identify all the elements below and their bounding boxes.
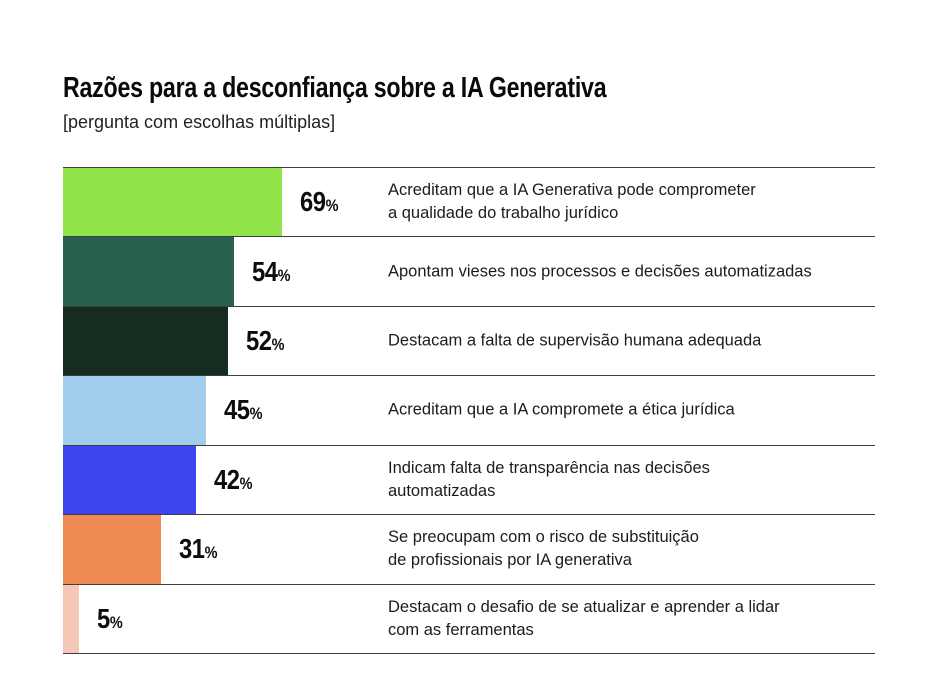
bar-value-text: 54% [252, 256, 290, 288]
bar-value-suffix: % [325, 196, 339, 216]
bar-row: 31% Se preocupam com o risco de substitu… [63, 514, 875, 584]
bar-value-label: 45% [224, 394, 269, 426]
bar-fill [63, 168, 282, 237]
bar-value-suffix: % [271, 335, 285, 355]
bar-value-text: 31% [179, 533, 217, 565]
bar-value-text: 5% [97, 603, 123, 635]
bar-description: Acreditam que a IA Generativa pode compr… [388, 181, 756, 223]
bar-description: Destacam o desafio de se atualizar e apr… [388, 597, 780, 639]
bar-value-digits: 69 [299, 186, 326, 218]
chart-subtitle: [pergunta com escolhas múltiplas] [63, 112, 336, 132]
bar-row: 45% Acreditam que a IA compromete a étic… [63, 375, 875, 445]
bar-description: Apontam vieses nos processos e decisões … [388, 262, 812, 281]
bar-fill [63, 376, 206, 445]
bar-value-label: 42% [214, 464, 259, 496]
bar-fill [63, 584, 79, 653]
bar-value-digits: 45 [223, 394, 250, 426]
bar-description: Acreditam que a IA compromete a ética ju… [388, 400, 735, 419]
bar-value-suffix: % [277, 265, 291, 285]
bar-value-suffix: % [109, 612, 123, 632]
bar-fill [63, 515, 162, 584]
bar-value-digits: 5 [96, 602, 110, 634]
bar-value-text: 45% [224, 394, 262, 426]
bar-description: Indicam falta de transparência nas decis… [388, 458, 710, 500]
bar-value-text: 52% [246, 325, 284, 357]
bar-row: 42% Indicam falta de transparência nas d… [63, 444, 875, 515]
bar-value-digits: 52 [245, 325, 272, 357]
bar-description: Se preocupam com o risco de substituição… [388, 528, 699, 570]
bar-value-label: 52% [246, 325, 291, 357]
bar-value-digits: 31 [179, 533, 205, 565]
bar-row: 69% Acreditam que a IA Generativa pode c… [63, 167, 875, 237]
bar-value-digits: 42 [214, 463, 240, 495]
bar-value-text: 69% [300, 186, 338, 218]
bar-row: 54% Apontam vieses nos processos e decis… [63, 236, 875, 306]
bar-value-suffix: % [249, 404, 263, 424]
bar-fill [63, 445, 197, 515]
bar-value-text: 42% [214, 464, 252, 496]
bar-row: 52% Destacam a falta de supervisão human… [63, 305, 875, 376]
bar-description: Destacam a falta de supervisão humana ad… [388, 331, 762, 350]
bar-fill [63, 237, 235, 306]
bar-fill [63, 306, 228, 376]
bar-chart: 69% Acreditam que a IA Generativa pode c… [63, 167, 875, 654]
bar-value-label: 54% [252, 256, 297, 288]
bar-row: 5% Destacam o desafio de se atualizar e … [63, 583, 875, 653]
bar-value-label: 5% [97, 603, 127, 635]
bar-value-digits: 54 [252, 255, 278, 287]
bar-value-label: 31% [179, 533, 224, 565]
bar-value-suffix: % [204, 543, 218, 563]
chart-title: Razões para a desconfiança sobre a IA Ge… [63, 72, 607, 104]
bar-value-label: 69% [300, 186, 345, 218]
bar-value-suffix: % [239, 473, 253, 493]
